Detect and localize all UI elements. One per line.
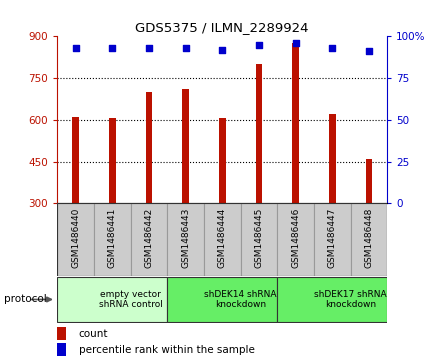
Text: GSM1486442: GSM1486442 [144, 208, 154, 268]
Bar [329, 114, 336, 203]
Bar [366, 159, 372, 203]
Point [145, 45, 152, 51]
Bar [256, 64, 262, 203]
Text: GSM1486446: GSM1486446 [291, 208, 300, 268]
Text: shDEK14 shRNA
knockdown: shDEK14 shRNA knockdown [204, 290, 277, 309]
Bar [57, 277, 167, 322]
Text: GSM1486444: GSM1486444 [218, 208, 227, 268]
Bar [94, 203, 131, 276]
Bar [182, 89, 189, 203]
Text: GSM1486441: GSM1486441 [108, 208, 117, 268]
Point [109, 45, 116, 51]
Bar [72, 117, 79, 203]
Text: GSM1486448: GSM1486448 [364, 208, 374, 268]
Text: protocol: protocol [4, 294, 47, 305]
Bar [314, 203, 351, 276]
Bar [167, 203, 204, 276]
Text: GSM1486447: GSM1486447 [328, 208, 337, 268]
Text: GSM1486443: GSM1486443 [181, 208, 190, 268]
Title: GDS5375 / ILMN_2289924: GDS5375 / ILMN_2289924 [136, 21, 309, 34]
Point [255, 42, 262, 48]
Bar [204, 203, 241, 276]
Point [292, 40, 299, 46]
Point [72, 45, 79, 51]
Bar [109, 118, 116, 203]
Bar [57, 343, 66, 356]
Text: count: count [79, 329, 108, 339]
Bar [351, 203, 387, 276]
Bar [146, 92, 152, 203]
Bar [131, 203, 167, 276]
Bar [277, 277, 387, 322]
Bar [57, 327, 66, 340]
Point [365, 48, 372, 54]
Point [329, 45, 336, 51]
Text: percentile rank within the sample: percentile rank within the sample [79, 345, 254, 355]
Bar [277, 203, 314, 276]
Text: empty vector
shRNA control: empty vector shRNA control [99, 290, 162, 309]
Bar [241, 203, 277, 276]
Text: GSM1486440: GSM1486440 [71, 208, 80, 268]
Bar [219, 118, 226, 203]
Point [182, 45, 189, 51]
Bar [292, 43, 299, 203]
Text: GSM1486445: GSM1486445 [254, 208, 264, 268]
Bar [57, 203, 94, 276]
Bar [167, 277, 277, 322]
Point [219, 47, 226, 53]
Text: shDEK17 shRNA
knockdown: shDEK17 shRNA knockdown [314, 290, 387, 309]
